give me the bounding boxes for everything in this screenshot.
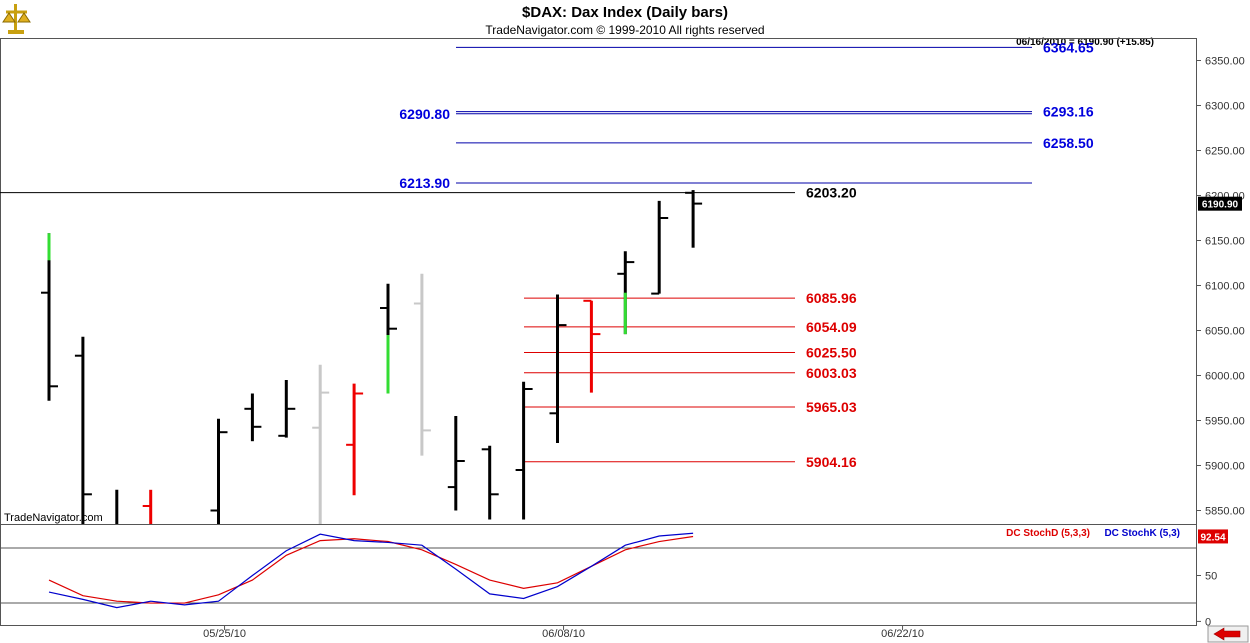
stoch-series-line xyxy=(48,532,694,609)
ohlc-bar xyxy=(447,416,465,511)
red-level-label: 6054.09 xyxy=(806,319,857,335)
red-level-label: 6085.96 xyxy=(806,290,857,306)
blue-level-label: 6293.16 xyxy=(1043,104,1094,120)
red-level-label: 6003.03 xyxy=(806,365,857,381)
chart-title: $DAX: Dax Index (Daily bars) xyxy=(522,4,728,21)
ohlc-bar xyxy=(142,489,153,524)
ohlc-bar xyxy=(74,336,92,524)
ohlc-bar xyxy=(617,251,635,335)
ohlc-bar xyxy=(312,364,330,524)
price-axis: 5850.00 5900.00 5950.00 6000.00 6050.00 6100.… xyxy=(1196,56,1245,518)
copyright-text: TradeNavigator.com © 1999-2010 All right… xyxy=(485,23,764,37)
svg-text:6190.90: 6190.90 xyxy=(1202,200,1239,211)
ohlc-bar xyxy=(515,381,533,520)
price-tick-label: 6050.00 xyxy=(1205,326,1245,338)
stoch-series-line xyxy=(48,535,694,604)
last-price-info: 06/16/2010 = 6190.90 (+15.85) xyxy=(1016,37,1154,48)
price-tick-label: 5900.00 xyxy=(1205,461,1245,473)
red-level-label: 5965.03 xyxy=(806,399,857,415)
date-axis: 05/25/10 06/08/10 06/22/10 xyxy=(203,626,924,640)
ohlc-bar xyxy=(413,273,431,456)
price-tick-label: 5850.00 xyxy=(1205,506,1245,518)
price-tick-label: 6300.00 xyxy=(1205,101,1245,113)
last-price-tag: 6190.90 xyxy=(1198,196,1242,211)
stoch-panel-frame xyxy=(0,524,1197,626)
date-tick-label: 06/22/10 xyxy=(881,628,924,640)
price-tick-label: 6150.00 xyxy=(1205,236,1245,248)
price-levels: 6364.65 6293.16 6290.80 6258.50 6213.90 6203.… xyxy=(0,39,1094,470)
ohlc-bar xyxy=(41,233,58,401)
stochastic-panel: 0 50 92.54 xyxy=(0,529,1228,628)
ohlc-bar xyxy=(651,200,669,295)
price-tick-label: 6000.00 xyxy=(1205,371,1245,383)
ohlc-bar xyxy=(685,190,703,248)
blue-level-label: 6364.65 xyxy=(1043,39,1094,55)
date-tick-label: 06/08/10 xyxy=(542,628,585,640)
blue-level-label: 6258.50 xyxy=(1043,135,1094,151)
stoch-last-value: 92.54 xyxy=(1200,532,1225,543)
gold-balance-scale-icon[interactable] xyxy=(2,4,31,34)
blue-level-label: 6290.80 xyxy=(399,106,450,122)
blue-level-label: 6213.90 xyxy=(399,175,450,191)
stoch-tick-label: 0 xyxy=(1205,616,1211,628)
price-tick-label: 6100.00 xyxy=(1205,281,1245,293)
red-level-label: 6025.50 xyxy=(806,345,857,361)
red-level-label: 5904.16 xyxy=(806,454,857,470)
black-level-label: 6203.20 xyxy=(806,185,857,201)
ohlc-bar xyxy=(115,489,119,524)
red-left-arrow-icon[interactable] xyxy=(1207,625,1249,643)
ohlc-bar xyxy=(244,393,262,442)
ohlc-bar xyxy=(380,283,397,394)
ohlc-bar xyxy=(210,418,228,524)
date-tick-label: 05/25/10 xyxy=(203,628,246,640)
stoch-tick-label: 50 xyxy=(1205,571,1217,583)
ohlc-bar xyxy=(278,380,296,438)
price-tick-label: 5950.00 xyxy=(1205,416,1245,428)
legend-stochk: DC StochK (5,3) xyxy=(1104,528,1180,539)
ohlc-bar xyxy=(549,294,567,443)
price-tick-label: 6250.00 xyxy=(1205,146,1245,158)
legend-stochd: DC StochD (5,3,3) xyxy=(1006,528,1090,539)
price-tick-label: 6350.00 xyxy=(1205,56,1245,68)
ohlc-bars xyxy=(41,190,703,524)
ohlc-bar xyxy=(583,299,601,393)
ohlc-bar xyxy=(346,383,364,496)
watermark: TradeNavigator.com xyxy=(4,512,103,524)
ohlc-bar xyxy=(481,445,499,520)
stoch-last-tag xyxy=(1198,529,1228,544)
